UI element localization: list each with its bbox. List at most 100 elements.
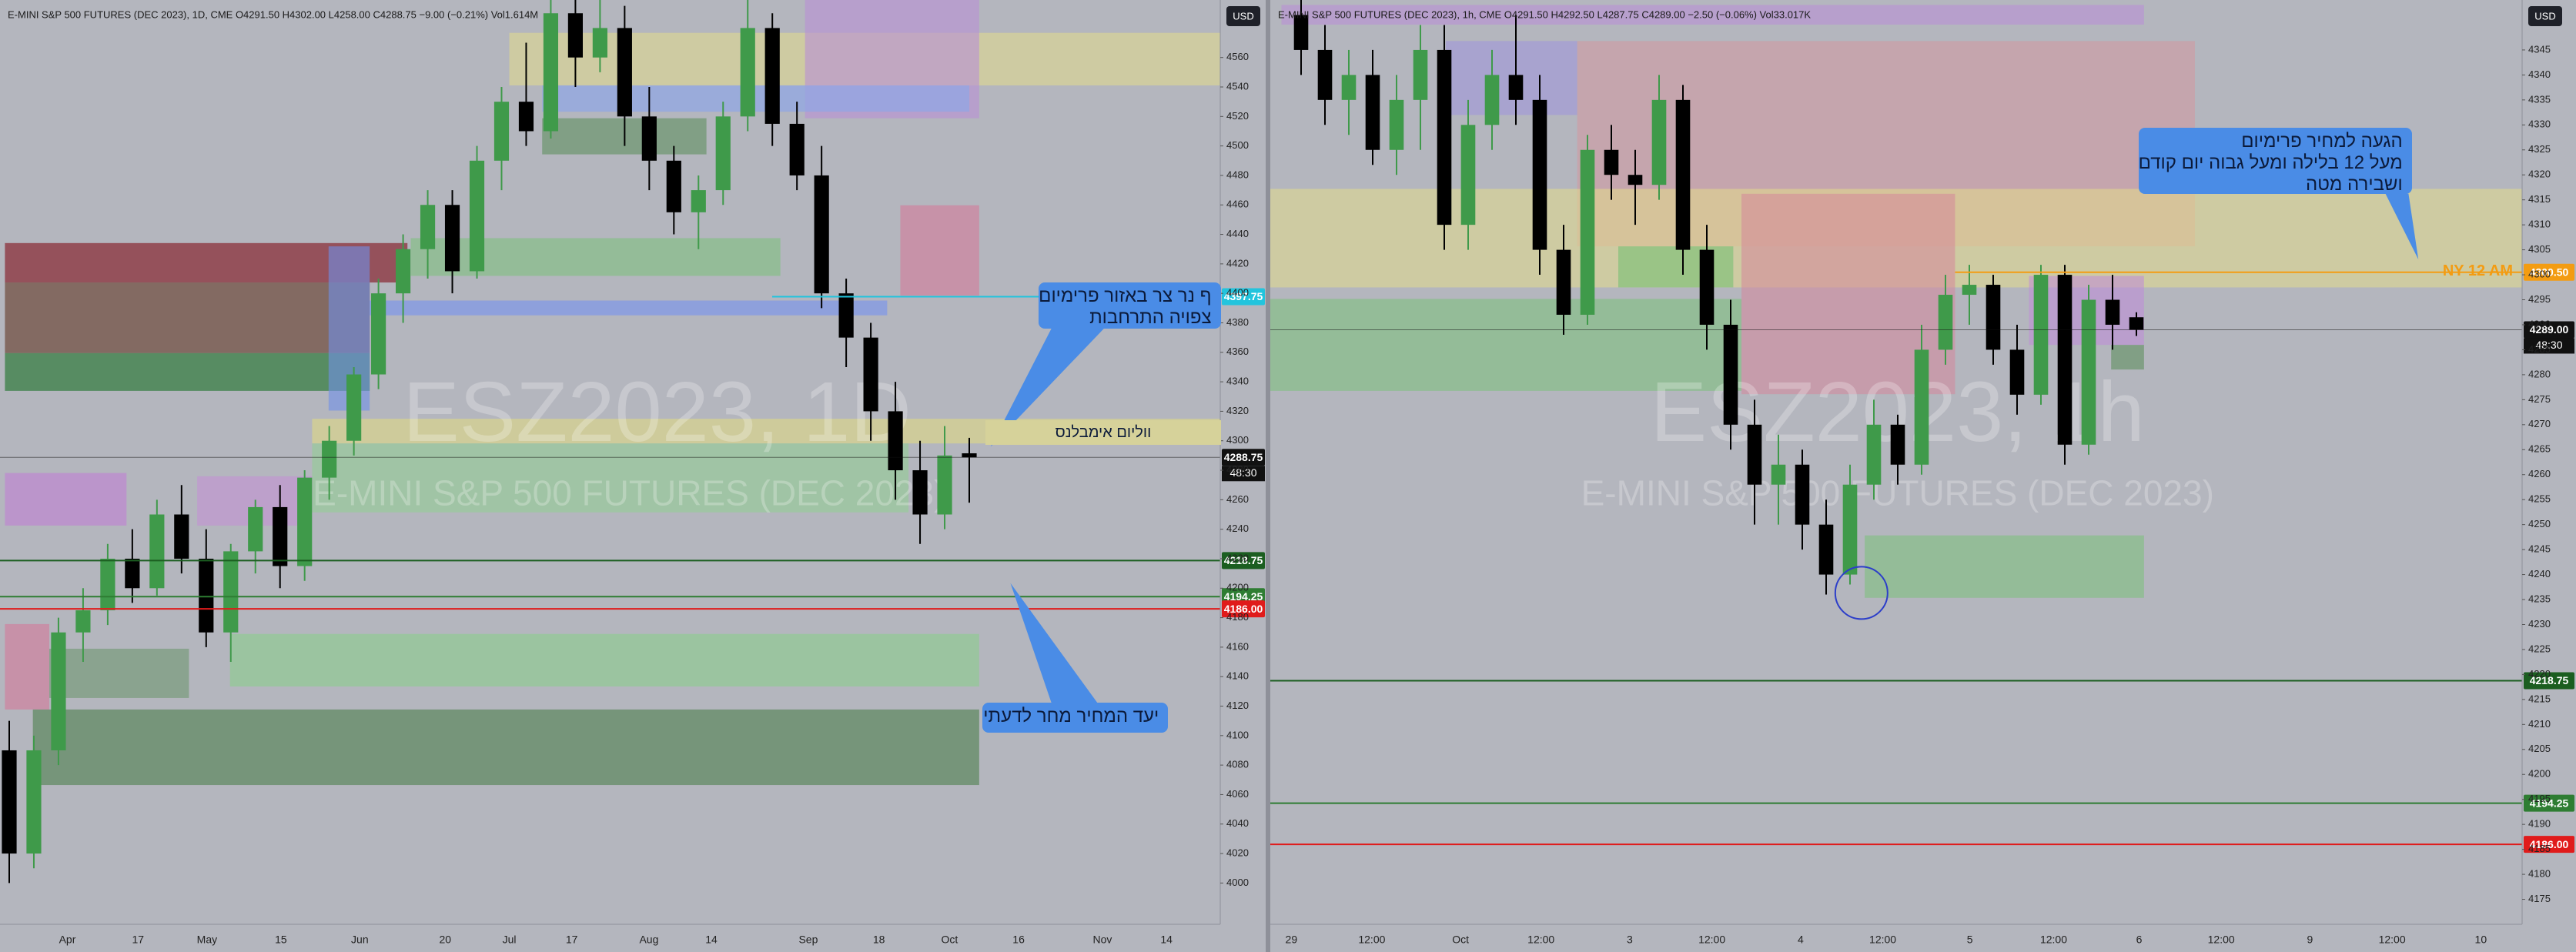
- zone: [32, 709, 979, 786]
- candle-body: [75, 610, 91, 633]
- y-tick-label: 4520: [1226, 110, 1249, 122]
- candle-body: [715, 116, 731, 191]
- x-tick-label: 14: [1160, 934, 1173, 946]
- price-label: 4218.75: [2530, 674, 2569, 686]
- candle-body: [1866, 424, 1882, 485]
- price-label: 4186.00: [1224, 603, 1263, 615]
- candle-body: [1413, 49, 1428, 100]
- candle-body: [666, 160, 681, 212]
- x-tick-label: 10: [2475, 934, 2487, 946]
- y-tick-label: 4060: [1226, 788, 1249, 800]
- y-tick-label: 4195: [2528, 793, 2551, 804]
- y-tick-label: 4220: [2528, 668, 2551, 680]
- candle-body: [1651, 99, 1667, 185]
- price-line-name: NY 12 AM: [2443, 262, 2513, 279]
- watermark: ESZ2023, 1D: [403, 365, 911, 459]
- callout: יעד המחיר מחר לדעתי: [982, 703, 1169, 733]
- x-tick-label: 12:00: [1358, 934, 1385, 946]
- candle-body: [395, 249, 411, 294]
- price-label: 4186.00: [2530, 838, 2569, 850]
- y-tick-label: 4275: [2528, 393, 2551, 405]
- y-tick-label: 4180: [2528, 868, 2551, 880]
- y-tick-label: 4270: [2528, 418, 2551, 429]
- candle-body: [1365, 75, 1380, 150]
- price-label: 4194.25: [2530, 797, 2569, 809]
- y-tick-label: 4230: [2528, 618, 2551, 630]
- candle-body: [1293, 15, 1309, 50]
- candle-body: [740, 28, 755, 117]
- candle-body: [1938, 295, 1953, 350]
- price-label-box: [1222, 600, 1265, 618]
- callout: ווליום אימבלנס: [985, 420, 1221, 446]
- candle-body: [691, 190, 706, 212]
- candle-body: [1460, 125, 1476, 225]
- x-tick-label: 12:00: [2379, 934, 2406, 946]
- y-tick-label: 4120: [1226, 700, 1249, 711]
- candle-body: [493, 102, 510, 161]
- x-tick-label: 29: [1286, 934, 1298, 946]
- countdown: 48:30: [1229, 466, 1256, 479]
- y-tick-label: 4380: [1226, 316, 1249, 328]
- candle-body: [1842, 484, 1858, 575]
- y-tick-label: 4260: [1226, 493, 1249, 505]
- currency-button: [2528, 6, 2562, 26]
- zone: [1618, 246, 1734, 288]
- y-tick-label: 4200: [2528, 768, 2551, 780]
- y-tick-label: 4340: [1226, 376, 1249, 387]
- y-tick-label: 4305: [2528, 243, 2551, 255]
- zone: [900, 205, 979, 296]
- candle-body: [1914, 349, 1929, 465]
- x-tick-label: 12:00: [2040, 934, 2067, 946]
- y-tick-label: 4200: [1226, 582, 1249, 593]
- candle-body: [518, 102, 534, 132]
- candle-body: [888, 411, 903, 471]
- candle-body: [100, 558, 115, 611]
- zone: [1865, 535, 2144, 598]
- candle-body: [1580, 149, 1595, 315]
- candle-body: [617, 28, 632, 117]
- candle-body: [149, 514, 165, 589]
- callout-line: יעד המחיר מחר לדעתי: [983, 706, 1159, 727]
- zone: [5, 352, 370, 391]
- y-tick-label: 4325: [2528, 143, 2551, 155]
- y-tick-label: 4040: [1226, 817, 1249, 829]
- callout-line: הגעה למחיר פרימיום: [2241, 131, 2403, 152]
- y-tick-label: 4160: [1226, 640, 1249, 652]
- x-tick-label: Aug: [639, 934, 658, 946]
- candle-body: [641, 116, 657, 161]
- price-label-box: [2524, 672, 2574, 690]
- candle-body: [1962, 285, 1977, 296]
- candle-body: [1675, 99, 1691, 250]
- callout: ף נר צר באזור פרימיום צפויה התרחבות: [1038, 282, 1221, 329]
- x-tick-label: Jun: [351, 934, 369, 946]
- candle-body: [789, 123, 805, 175]
- candle-body: [1389, 99, 1404, 150]
- candle-body: [51, 632, 66, 750]
- callout-line: צפויה התרחבות: [1089, 307, 1212, 329]
- candle-body: [469, 160, 485, 272]
- y-tick-label: 4315: [2528, 193, 2551, 205]
- y-tick-label: 4480: [1226, 169, 1249, 180]
- price-label: 4289.00: [2530, 323, 2569, 336]
- x-tick-label: 5: [1967, 934, 1973, 946]
- candle-body: [863, 337, 878, 412]
- candle-body: [273, 506, 288, 566]
- candle-body: [199, 558, 214, 633]
- price-label: 4397.75: [1224, 290, 1263, 302]
- plot: ESZ2023, 1D E-MINI S&P 500 FUTURES (DEC 2…: [0, 0, 1220, 924]
- candle-body: [2081, 299, 2096, 445]
- candle-body: [937, 455, 952, 515]
- y-tick-label: 4220: [1226, 552, 1249, 563]
- candle-body: [592, 28, 607, 58]
- candle-body: [125, 558, 140, 589]
- candle-body: [2129, 317, 2144, 330]
- currency-button: [1226, 6, 1260, 26]
- chart-title: E-MINI S&P 500 FUTURES (DEC 2023), 1D, C…: [8, 8, 538, 20]
- x-tick-label: 12:00: [2208, 934, 2235, 946]
- y-tick-label: 4280: [1226, 463, 1249, 475]
- x-tick-label: 3: [1627, 934, 1633, 946]
- y-tick-label: 4340: [2528, 68, 2551, 80]
- candle-body: [322, 440, 337, 478]
- watermark-subtitle: E-MINI S&P 500 FUTURES (DEC 2023): [313, 473, 945, 513]
